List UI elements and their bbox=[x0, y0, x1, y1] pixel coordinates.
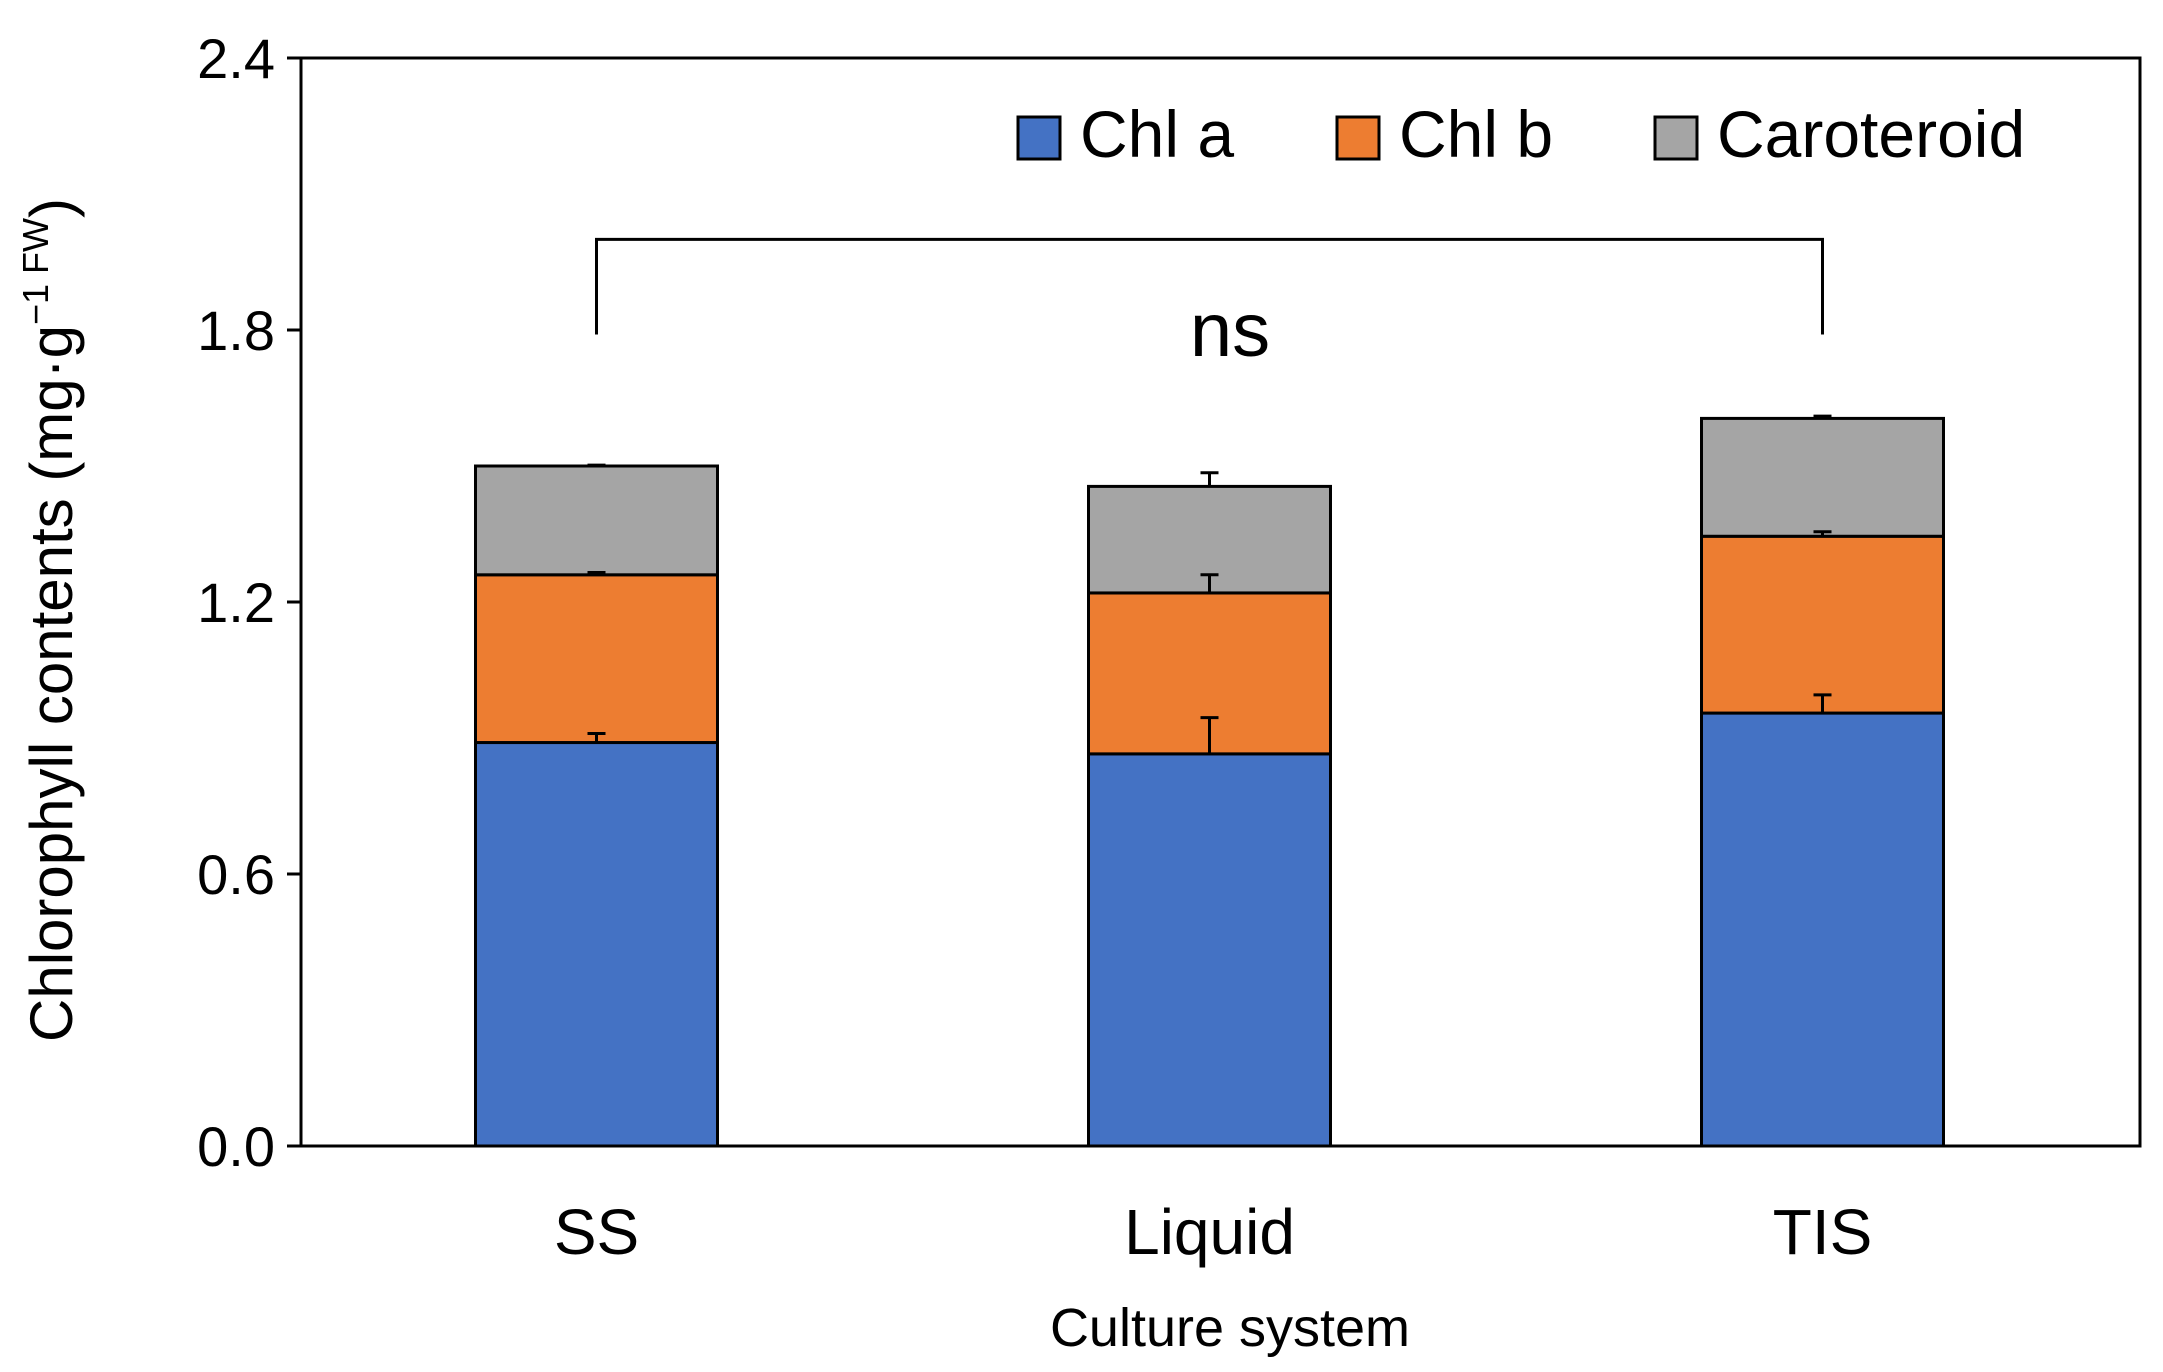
bracket-line bbox=[595, 237, 1824, 335]
legend-swatch-chl-b bbox=[1335, 115, 1381, 161]
bars-group bbox=[474, 416, 1945, 1148]
y-axis-label-close: ) bbox=[18, 198, 85, 218]
x-ticks-group: SS Liquid TIS bbox=[554, 1196, 1872, 1268]
y-axis-label-main: Chlorophyll contents (mg·g bbox=[18, 325, 85, 1042]
error-bars-group bbox=[587, 414, 1832, 754]
legend-label-chl-b: Chl b bbox=[1399, 97, 1553, 171]
legend: Chl a Chl b Caroteroid bbox=[1016, 97, 2025, 171]
x-tick-label: TIS bbox=[1773, 1196, 1873, 1268]
bar-ss-caroteroid bbox=[474, 464, 719, 577]
y-tick-label: 2.4 bbox=[197, 27, 275, 90]
x-tick-label: Liquid bbox=[1124, 1196, 1295, 1268]
bar-liquid-chl-a bbox=[1087, 752, 1332, 1148]
bar-tis-caroteroid bbox=[1700, 416, 1945, 538]
significance-label: ns bbox=[1190, 288, 1270, 373]
bar-tis-chl-a bbox=[1700, 711, 1945, 1148]
bar-ss-chl-a bbox=[474, 741, 719, 1148]
legend-label-caroteroid: Caroteroid bbox=[1717, 97, 2025, 171]
legend-swatch-chl-a bbox=[1016, 115, 1062, 161]
bar-ss-chl-b bbox=[474, 573, 719, 745]
legend-label-chl-a: Chl a bbox=[1080, 97, 1234, 171]
significance-bracket bbox=[595, 237, 1824, 335]
y-ticks-group: 0.0 0.6 1.2 1.8 2.4 bbox=[197, 27, 301, 1178]
y-axis-label-superscript: −1 FW bbox=[15, 218, 56, 325]
bar-tis-chl-b bbox=[1700, 534, 1945, 715]
y-tick-label: 1.2 bbox=[197, 571, 275, 634]
y-tick-label: 1.8 bbox=[197, 299, 275, 362]
y-tick-label: 0.6 bbox=[197, 843, 275, 906]
x-tick-label: SS bbox=[554, 1196, 639, 1268]
legend-swatch-caroteroid bbox=[1653, 115, 1699, 161]
y-axis-label: Chlorophyll contents (mg·g−1 FW) bbox=[15, 198, 85, 1042]
y-tick-label: 0.0 bbox=[197, 1115, 275, 1178]
x-axis-label: Culture system bbox=[1050, 1298, 1410, 1358]
